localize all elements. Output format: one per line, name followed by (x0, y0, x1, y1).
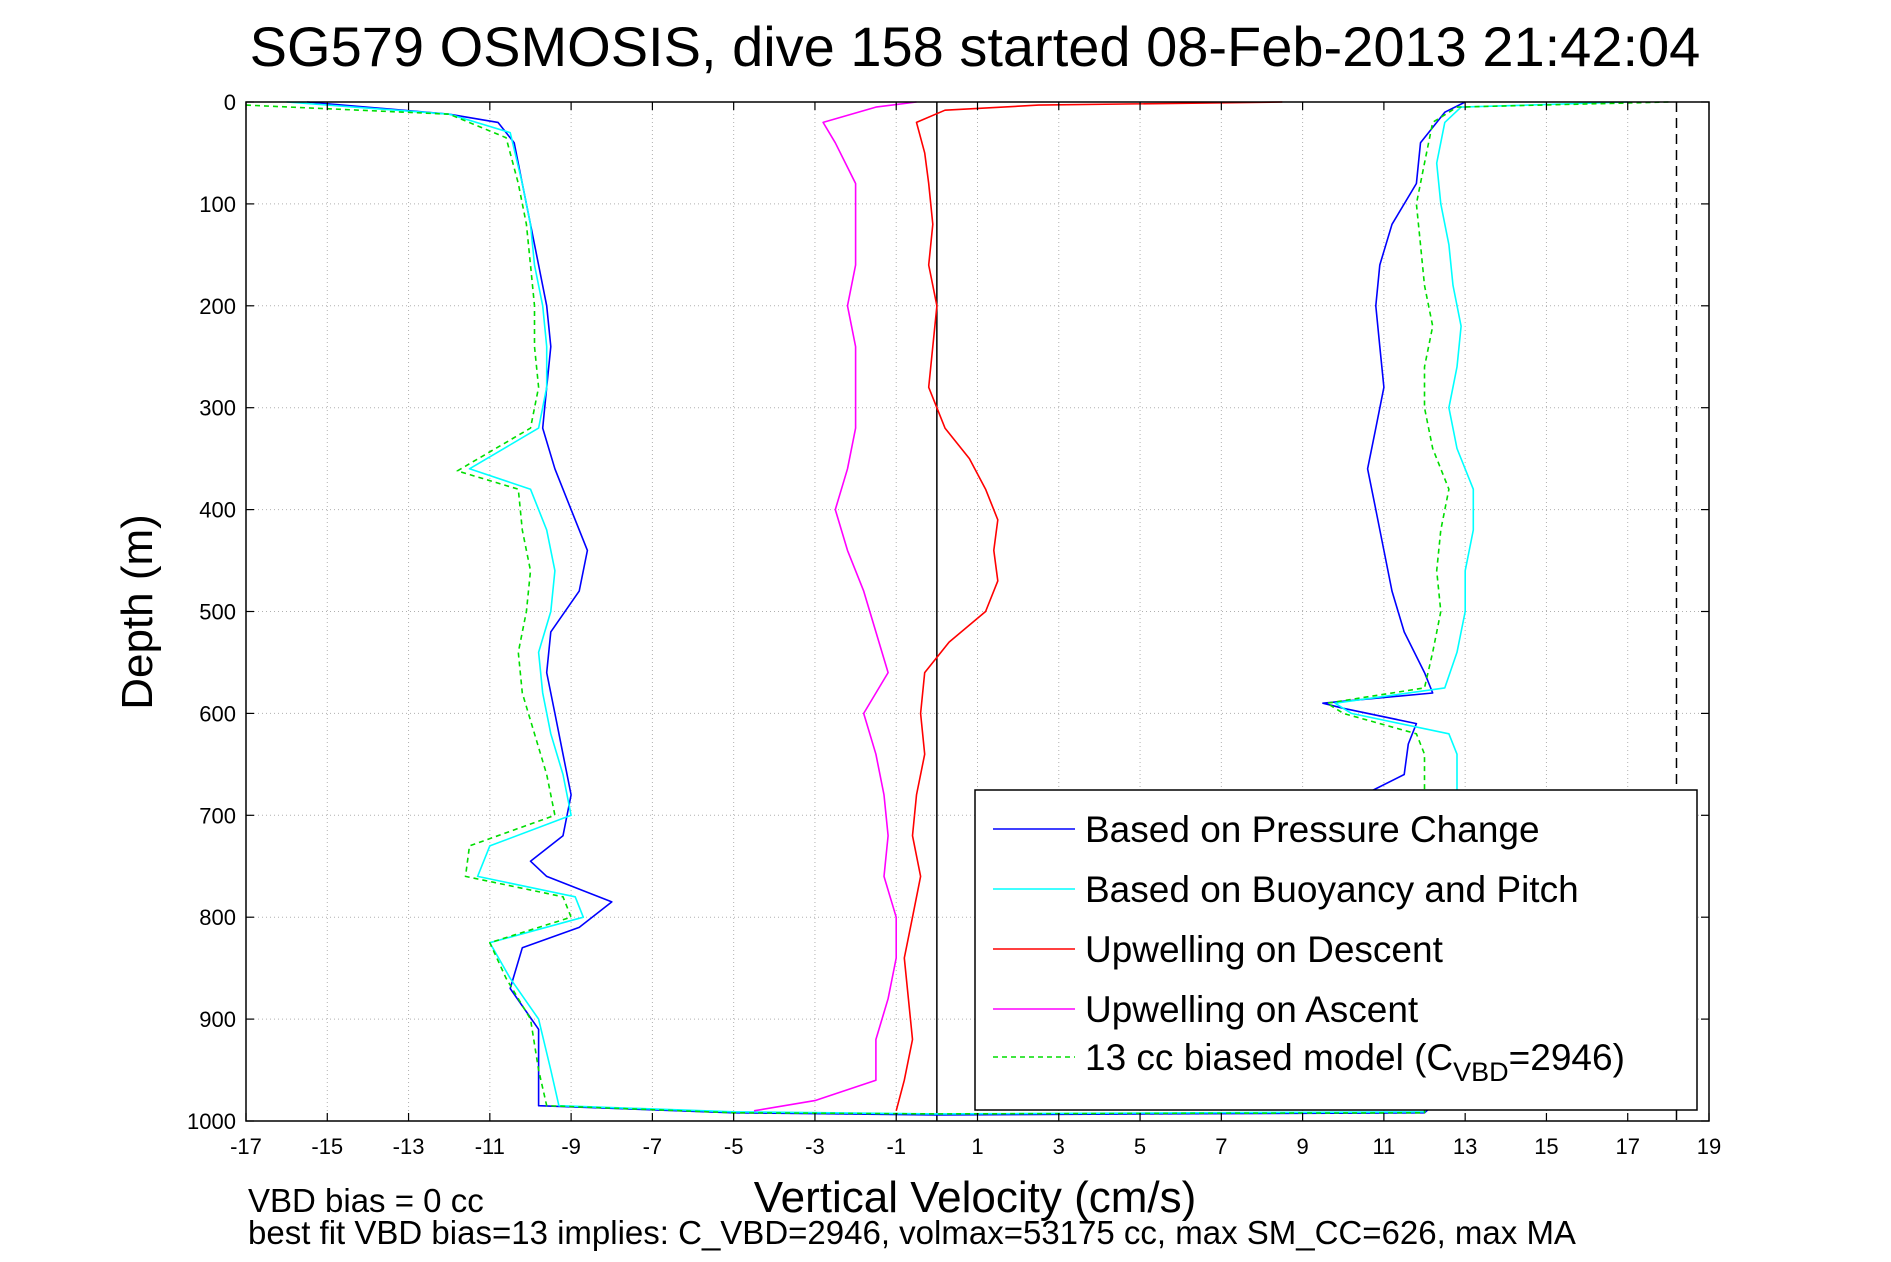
legend-label: Upwelling on Descent (1085, 929, 1444, 970)
x-tick-label: -1 (886, 1134, 906, 1159)
x-tick-label: 7 (1215, 1134, 1227, 1159)
legend-label-main: 13 cc biased model (C (1085, 1037, 1453, 1078)
x-tick-label: 1 (971, 1134, 983, 1159)
y-tick-label: 400 (199, 498, 236, 523)
x-tick-label: 17 (1615, 1134, 1639, 1159)
y-tick-label: 600 (199, 701, 236, 726)
x-tick-label: 9 (1296, 1134, 1308, 1159)
x-tick-label: 13 (1453, 1134, 1477, 1159)
legend-label: 13 cc biased model (CVBD=2946) (1085, 1037, 1625, 1087)
legend-label-subscript: VBD (1453, 1057, 1509, 1087)
y-tick-label: 100 (199, 192, 236, 217)
x-tick-label: -17 (230, 1134, 262, 1159)
x-tick-label: 5 (1134, 1134, 1146, 1159)
y-axis: 0 100 200 300 400 500 600 700 800 900 1000 (187, 90, 1709, 1134)
legend-label: Based on Pressure Change (1085, 809, 1540, 850)
x-tick-label: -13 (393, 1134, 425, 1159)
series-line-0 (306, 101, 1466, 1116)
series-line-2 (895, 101, 1283, 1112)
legend-label: Based on Buoyancy and Pitch (1085, 869, 1579, 910)
y-tick-label: 900 (199, 1007, 236, 1032)
legend-box (974, 789, 1698, 1111)
x-tick-label: -15 (311, 1134, 343, 1159)
y-tick-label: 800 (199, 905, 236, 930)
x-tick-label: -9 (561, 1134, 581, 1159)
y-tick-label: 1000 (187, 1109, 236, 1134)
y-tick-label: 200 (199, 294, 236, 319)
x-axis-title: Vertical Velocity (cm/s) (754, 1173, 1197, 1222)
x-tick-label: 15 (1534, 1134, 1558, 1159)
series-line-3 (753, 101, 917, 1112)
annotation-vbd-bias: VBD bias = 0 cc (248, 1182, 484, 1219)
annotation-best-fit: best fit VBD bias=13 implies: C_VBD=2946… (248, 1214, 1576, 1251)
legend-label-suffix: =2946) (1509, 1037, 1625, 1078)
series-line-1 (286, 101, 1628, 1115)
legend-label: Upwelling on Ascent (1085, 989, 1419, 1030)
y-tick-label: 0 (224, 90, 236, 115)
y-tick-label: 500 (199, 600, 236, 625)
chart-title: SG579 OSMOSIS, dive 158 started 08-Feb-2… (250, 15, 1701, 78)
y-tick-label: 300 (199, 396, 236, 421)
y-tick-label: 700 (199, 803, 236, 828)
x-tick-label: -7 (643, 1134, 663, 1159)
x-tick-label: -3 (805, 1134, 825, 1159)
x-tick-label: -5 (724, 1134, 744, 1159)
y-axis-title: Depth (m) (113, 514, 162, 710)
x-tick-label: 19 (1697, 1134, 1721, 1159)
x-axis: -17 -15 -13 -11 -9 -7 -5 -3 -1 1 3 5 7 9 11 13 15 17 19 (230, 102, 1721, 1159)
series-line-4 (245, 101, 1669, 1115)
x-tick-label: 11 (1372, 1134, 1395, 1159)
x-tick-label: 3 (1053, 1134, 1065, 1159)
legend: Based on Pressure Change Based on Buoyanc… (974, 789, 1698, 1111)
x-tick-label: -11 (475, 1134, 505, 1159)
series-group (245, 101, 1669, 1116)
